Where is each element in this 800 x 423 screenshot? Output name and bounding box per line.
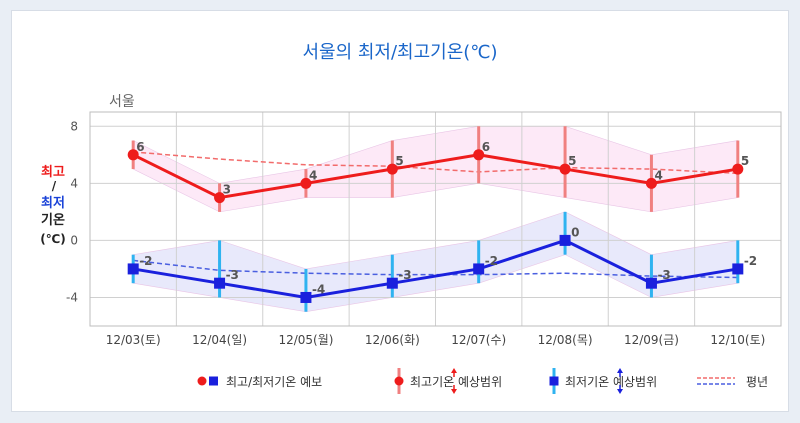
high-value-label: 3 xyxy=(223,183,231,197)
y-tick-label: -4 xyxy=(66,290,78,304)
x-tick-label: 12/10(토) xyxy=(710,333,765,347)
low-value-label: -2 xyxy=(744,254,757,268)
chart-text: 8 4 0 -4 서울 12/03(토) 12/04(일) 12/05(월) 12/06(화) 1… xyxy=(40,94,765,347)
legend: 최고/최저기온 예보 최고기온 예상범위 최저기온 예상범위 평년 xyxy=(197,368,768,394)
x-tick-label: 12/08(목) xyxy=(538,333,593,347)
x-tick-label: 12/06(화) xyxy=(365,333,420,347)
legend-high-dot xyxy=(197,376,207,386)
normal-high-line xyxy=(133,151,738,175)
high-value-label: 6 xyxy=(136,140,144,154)
low-value-label: -3 xyxy=(226,268,239,282)
plot-border xyxy=(89,111,782,327)
legend-low-square xyxy=(209,376,218,386)
chart-title: 서울의 최저/최고기온(℃) xyxy=(302,42,498,63)
x-tick-label: 12/09(금) xyxy=(624,333,679,347)
low-value-label: -2 xyxy=(485,254,498,268)
low-series-line xyxy=(132,238,739,299)
legend-low-range-label: 최저기온 예상범위 xyxy=(565,375,657,389)
high-value-label: 5 xyxy=(395,154,403,168)
ylabel-unit: (℃) xyxy=(40,232,66,246)
high-value-label: 4 xyxy=(309,168,317,182)
low-point xyxy=(214,277,226,289)
high-point xyxy=(300,177,312,189)
low-value-label: -4 xyxy=(312,282,325,296)
ylabel-bottom: 기온 xyxy=(41,213,65,228)
legend-forecast-label: 최고/최저기온 예보 xyxy=(226,375,322,389)
ylabel-slash: / xyxy=(52,179,57,193)
high-value-label: 5 xyxy=(741,154,749,168)
chart-card xyxy=(11,10,789,412)
legend-low-range-square xyxy=(549,376,559,386)
low-point xyxy=(645,277,657,289)
high-point xyxy=(127,149,139,161)
region-label: 서울 xyxy=(109,94,135,110)
high-value-label: 4 xyxy=(654,168,662,182)
low-point xyxy=(559,234,571,246)
legend-high-range-label: 최고기온 예상범위 xyxy=(410,375,502,389)
x-tick-label: 12/03(토) xyxy=(106,333,161,347)
legend-high-range-dot xyxy=(394,376,404,386)
ylabel-mid: 최저 xyxy=(41,196,65,211)
high-point xyxy=(559,163,571,175)
high-point xyxy=(732,163,744,175)
grid-lines xyxy=(89,111,782,327)
low-value-label: 0 xyxy=(571,225,579,239)
low-point xyxy=(300,291,312,303)
high-point xyxy=(214,192,226,204)
low-value-label: -3 xyxy=(398,268,411,282)
high-value-label: 6 xyxy=(482,140,490,154)
y-tick-label: 8 xyxy=(70,119,78,133)
y-tick-label: 0 xyxy=(70,233,78,247)
x-tick-label: 12/05(월) xyxy=(278,333,333,347)
legend-normal-label: 평년 xyxy=(746,375,768,389)
series-markers xyxy=(127,149,744,303)
high-series-line xyxy=(132,153,739,200)
low-point xyxy=(732,263,744,275)
low-value-label: -2 xyxy=(139,254,152,268)
high-point xyxy=(645,177,657,189)
x-tick-label: 12/04(일) xyxy=(192,333,247,347)
high-point xyxy=(473,149,485,161)
ylabel-top: 최고 xyxy=(41,165,65,180)
high-point xyxy=(386,163,398,175)
series-lines xyxy=(132,153,739,299)
y-tick-label: 4 xyxy=(70,176,78,190)
x-tick-label: 12/07(수) xyxy=(451,333,506,347)
low-point xyxy=(473,263,485,275)
low-point xyxy=(127,263,139,275)
low-point xyxy=(386,277,398,289)
high-value-label: 5 xyxy=(568,154,576,168)
low-value-label: -3 xyxy=(657,268,670,282)
